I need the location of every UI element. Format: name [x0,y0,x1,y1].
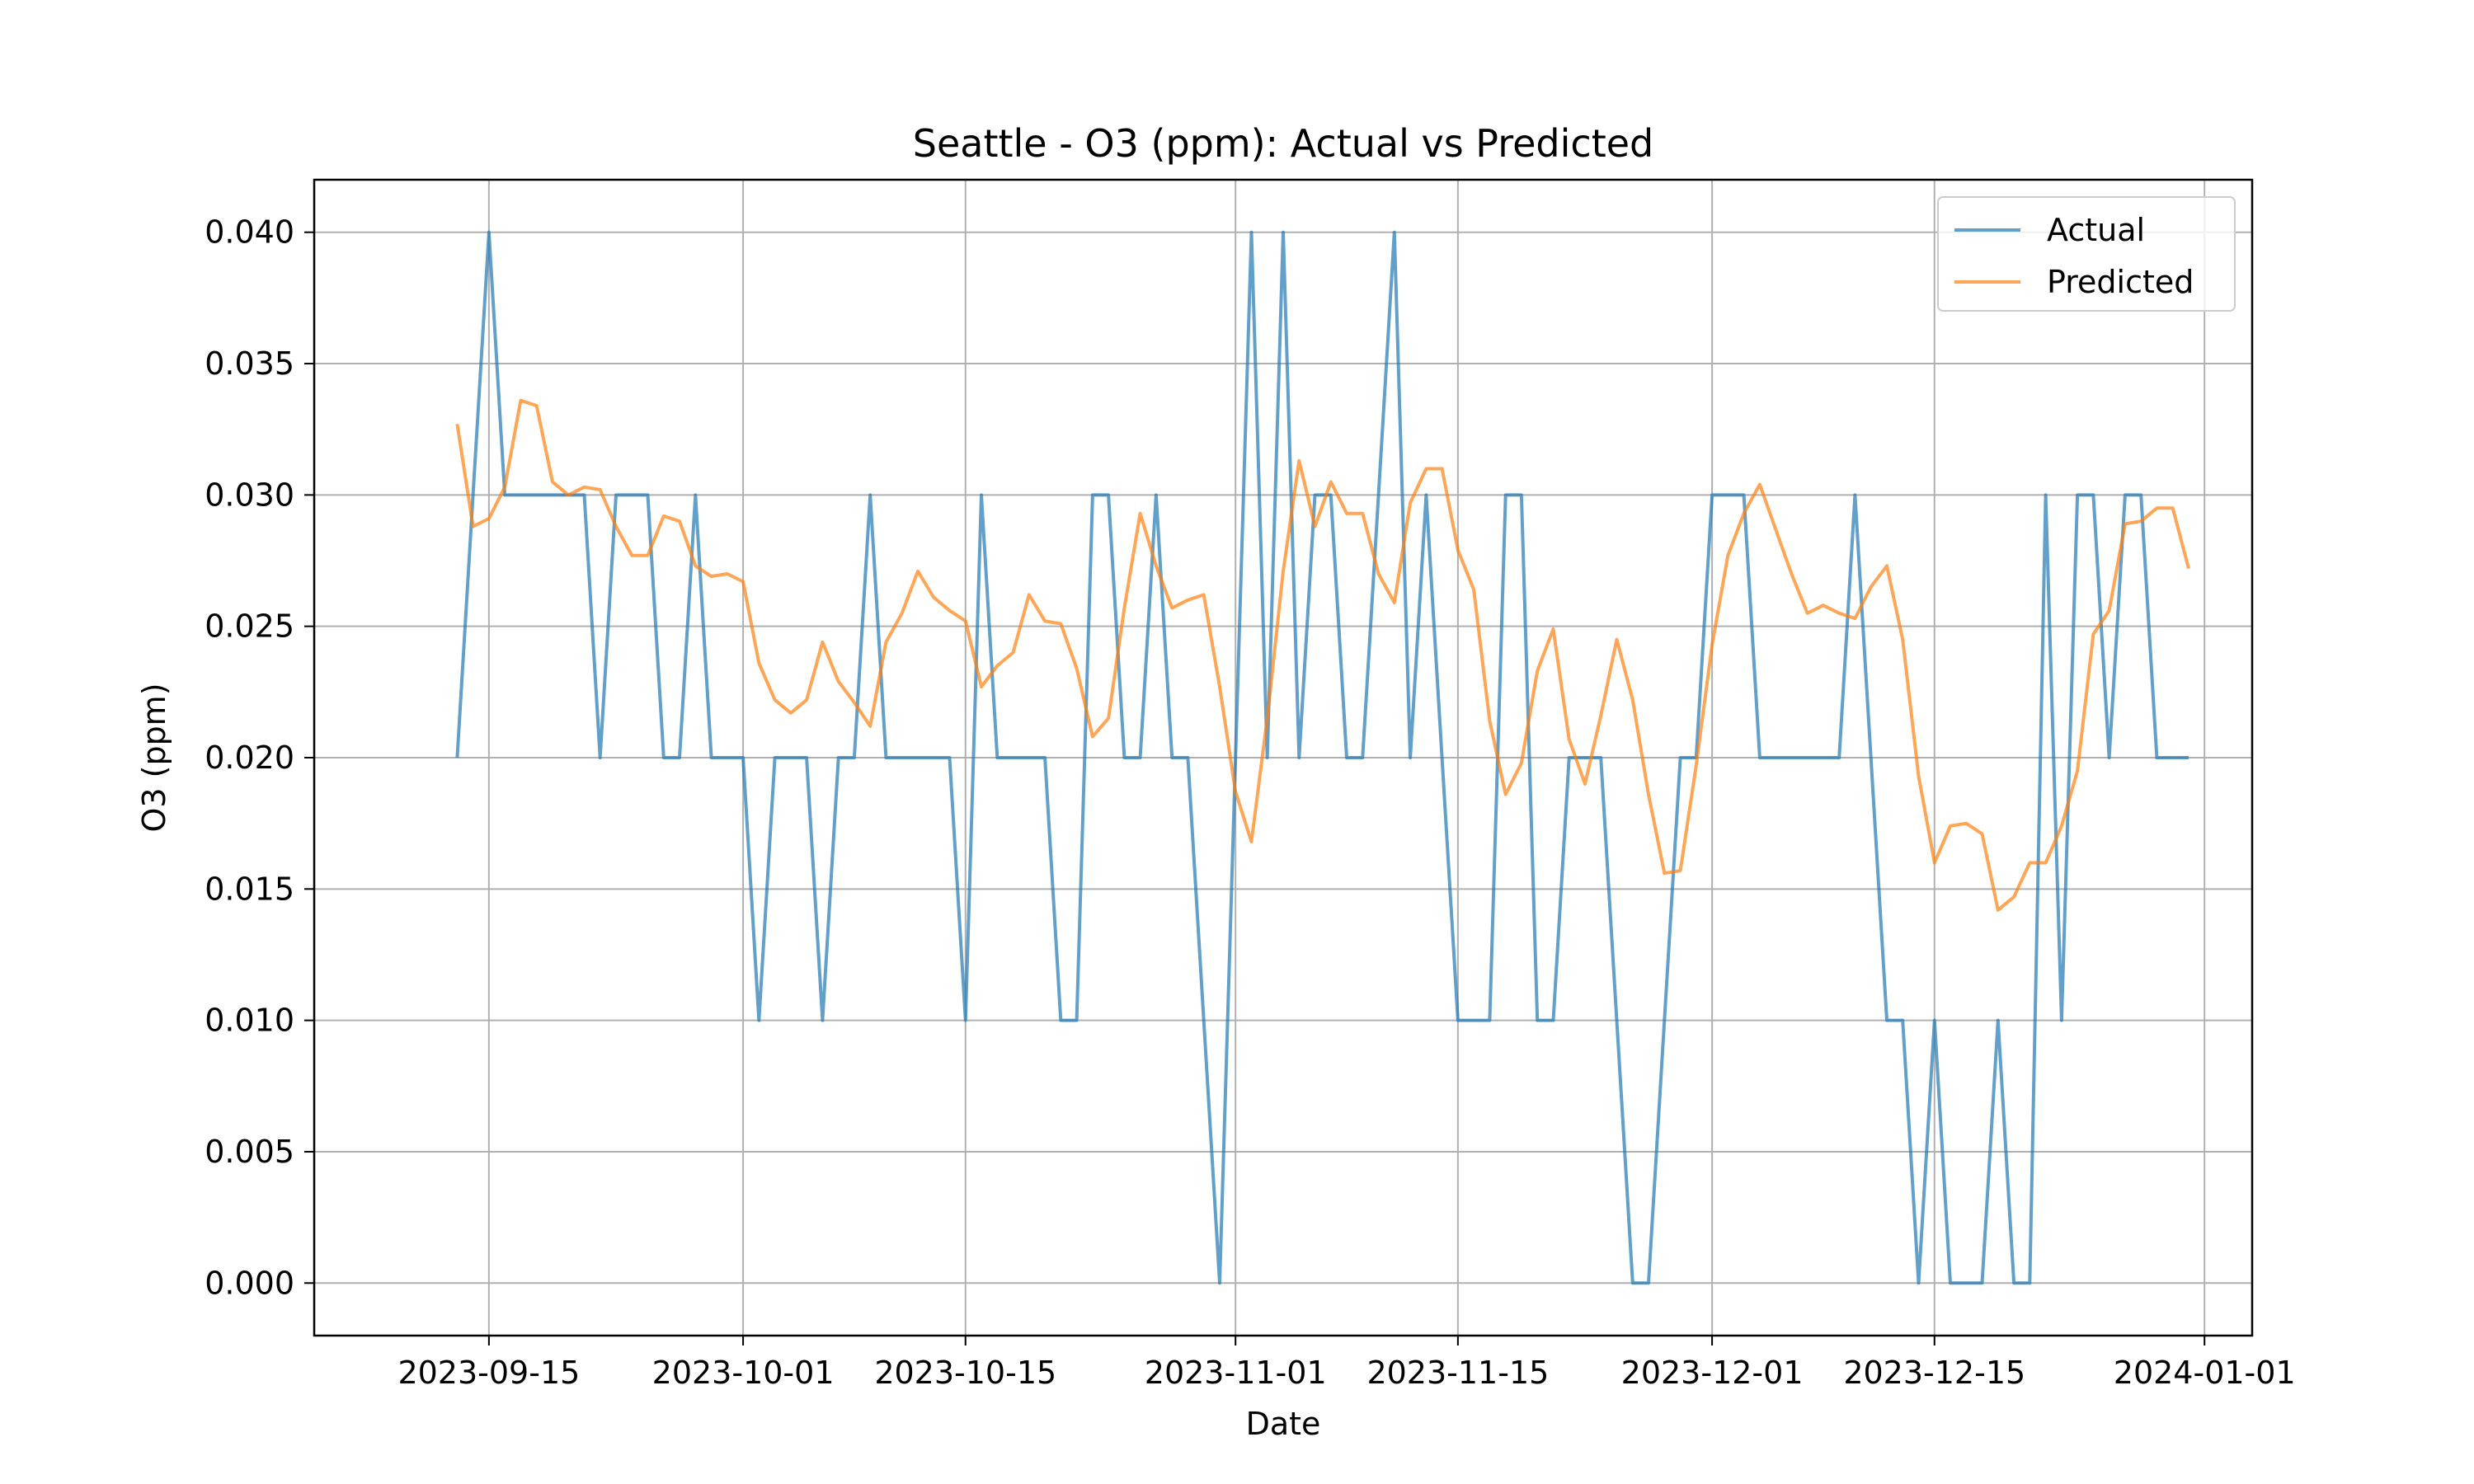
y-tick-label: 0.015 [205,871,294,907]
x-tick-label: 2023-12-01 [1621,1355,1804,1391]
x-tick-label: 2023-12-15 [1843,1355,2025,1391]
series-line-predicted [455,398,2190,912]
y-tick-label: 0.030 [205,477,294,513]
x-tick-label: 2024-01-01 [2114,1355,2296,1391]
chart-title: Seattle - O3 (ppm): Actual vs Predicted [913,121,1653,166]
grid [314,180,2252,1336]
y-tick-label: 0.025 [205,608,294,645]
legend-label-predicted: Predicted [2047,264,2194,300]
legend-label-actual: Actual [2047,212,2145,248]
y-tick-label: 0.035 [205,345,294,382]
y-axis-label: O3 (ppm) [136,683,172,832]
x-tick-label: 2023-11-01 [1145,1355,1327,1391]
x-tick-label: 2023-10-01 [652,1355,835,1391]
y-tick-label: 0.005 [205,1134,294,1170]
x-tick-label: 2023-10-15 [874,1355,1056,1391]
legend: Actual Predicted [1937,196,2236,312]
y-tick-label: 0.000 [205,1265,294,1301]
x-axis: 2023-09-15 2023-10-01 2023-10-15 2023-11-01… [397,1336,2296,1391]
series-line-actual [455,230,2189,1285]
series-layer [455,230,2190,1285]
y-tick-label: 0.020 [205,740,294,776]
y-tick-label: 0.040 [205,214,294,251]
x-axis-label: Date [1246,1406,1321,1442]
x-tick-label: 2023-09-15 [397,1355,580,1391]
y-axis: 0.000 0.005 0.010 0.015 0.020 0.025 0.030 0.035… [205,214,314,1301]
y-tick-label: 0.010 [205,1003,294,1039]
x-tick-label: 2023-11-15 [1366,1355,1549,1391]
